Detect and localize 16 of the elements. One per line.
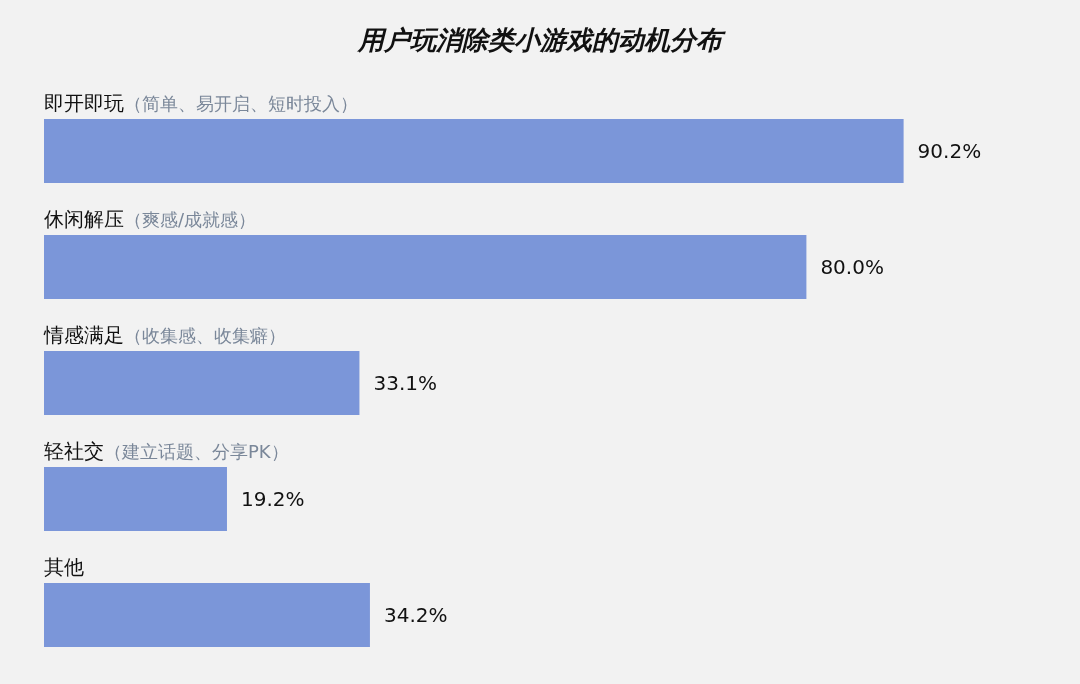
chart-title: 用户玩消除类小游戏的动机分布 [356, 25, 726, 55]
y-tick-label: 其他 [44, 555, 84, 579]
y-tick-label: 休闲解压（爽感/成就感） [44, 207, 257, 231]
data-label: 19.2% [240, 487, 305, 511]
data-label: 90.2% [917, 139, 982, 163]
bar [44, 351, 360, 415]
bar [44, 583, 370, 647]
data-label: 80.0% [820, 255, 884, 279]
y-tick-label: 情感满足（收集感、收集癖） [43, 323, 286, 347]
y-tick-label: 即开即玩（简单、易开启、短时投入） [44, 91, 358, 115]
bar [44, 119, 904, 183]
bar [44, 235, 807, 299]
bar [44, 467, 227, 531]
data-label: 34.2% [383, 603, 448, 627]
y-tick-label: 轻社交（建立话题、分享PK） [44, 439, 289, 463]
data-label: 33.1% [373, 371, 437, 395]
